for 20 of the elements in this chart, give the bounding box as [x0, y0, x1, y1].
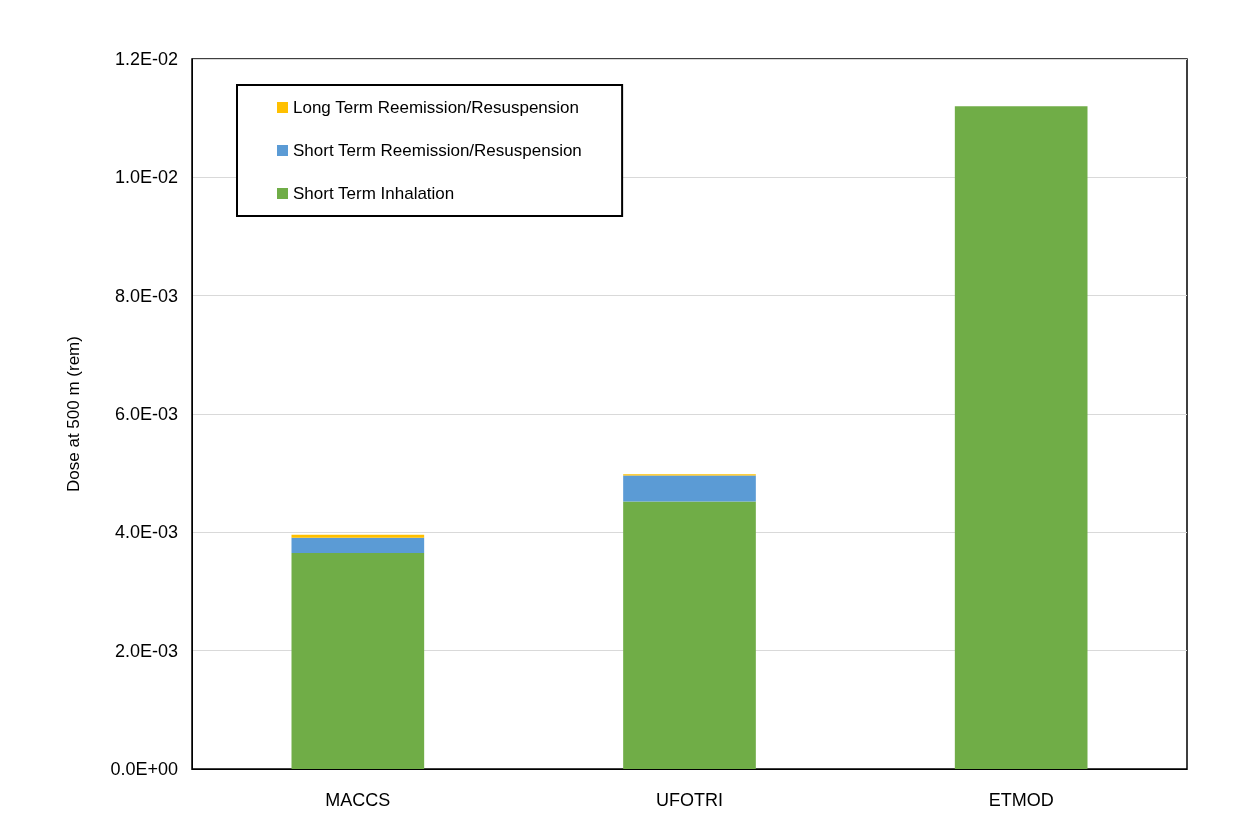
y-tick-label: 4.0E-03 [114, 522, 178, 543]
bar [291, 553, 425, 769]
y-tick-label: 2.0E-03 [114, 640, 178, 661]
x-tick-label: MACCS [325, 790, 391, 810]
y-tick-label: 8.0E-03 [114, 285, 178, 306]
y-tick-label: 0.0E+00 [110, 759, 178, 779]
x-tick-label: ETMOD [988, 790, 1054, 810]
legend-label: Short Term Inhalation [293, 184, 455, 203]
y-tick-label: 6.0E-03 [114, 404, 178, 424]
legend-label: Long Term Reemission/Resuspension [293, 98, 580, 117]
bar [291, 537, 425, 554]
legend-label: Short Term Reemission/Resuspension [293, 141, 582, 160]
bar [954, 106, 1088, 769]
y-axis-title: Dose at 500 m (rem) [64, 336, 83, 492]
bar [623, 475, 756, 502]
bar [291, 534, 425, 538]
y-tick-label: 1.0E-02 [114, 167, 178, 188]
y-tick-label: 1.2E-02 [114, 49, 178, 69]
x-tick-label: UFOTRI [656, 790, 723, 810]
bar [623, 501, 756, 769]
